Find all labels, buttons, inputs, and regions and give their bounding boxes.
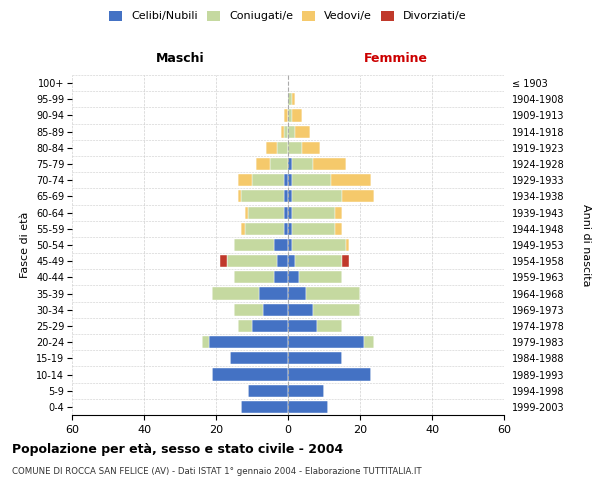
Bar (288, 384, 324, 397)
Text: Maschi: Maschi (155, 52, 205, 66)
Bar (288, 368, 371, 380)
Bar (288, 401, 328, 413)
Bar (288, 126, 295, 138)
Bar (252, 174, 284, 186)
Bar (202, 336, 209, 348)
Bar (212, 288, 259, 300)
Y-axis label: Anni di nascita: Anni di nascita (581, 204, 591, 286)
Bar (288, 255, 295, 268)
Bar (245, 222, 284, 235)
Bar (292, 239, 346, 251)
Bar (238, 190, 241, 202)
Bar (342, 190, 374, 202)
Bar (335, 206, 342, 218)
Bar (313, 158, 346, 170)
Bar (292, 190, 342, 202)
Bar (252, 320, 288, 332)
Bar (234, 304, 263, 316)
Bar (335, 222, 342, 235)
Bar (234, 239, 274, 251)
Bar (284, 190, 288, 202)
Bar (295, 126, 310, 138)
Bar (256, 158, 270, 170)
Bar (288, 190, 292, 202)
Bar (292, 93, 295, 106)
Bar (284, 126, 288, 138)
Bar (277, 142, 288, 154)
Bar (295, 255, 342, 268)
Bar (274, 239, 288, 251)
Bar (245, 206, 248, 218)
Bar (248, 206, 284, 218)
Bar (259, 288, 288, 300)
Bar (227, 255, 277, 268)
Bar (209, 336, 288, 348)
Bar (364, 336, 374, 348)
Bar (299, 272, 342, 283)
Bar (241, 401, 288, 413)
Bar (302, 142, 320, 154)
Bar (331, 174, 371, 186)
Text: COMUNE DI ROCCA SAN FELICE (AV) - Dati ISTAT 1° gennaio 2004 - Elaborazione TUTT: COMUNE DI ROCCA SAN FELICE (AV) - Dati I… (12, 468, 422, 476)
Bar (274, 272, 288, 283)
Bar (292, 174, 331, 186)
Bar (342, 255, 349, 268)
Bar (288, 288, 306, 300)
Bar (288, 142, 302, 154)
Bar (288, 93, 292, 106)
Bar (288, 320, 317, 332)
Bar (288, 304, 313, 316)
Bar (288, 174, 292, 186)
Bar (277, 255, 288, 268)
Bar (241, 222, 245, 235)
Bar (288, 110, 292, 122)
Bar (346, 239, 349, 251)
Bar (220, 255, 227, 268)
Bar (263, 304, 288, 316)
Bar (266, 142, 277, 154)
Text: Femmine: Femmine (364, 52, 428, 66)
Bar (292, 158, 313, 170)
Bar (238, 174, 252, 186)
Bar (230, 352, 288, 364)
Bar (270, 158, 288, 170)
Bar (292, 222, 335, 235)
Text: Popolazione per età, sesso e stato civile - 2004: Popolazione per età, sesso e stato civil… (12, 442, 343, 456)
Bar (284, 174, 288, 186)
Bar (292, 206, 335, 218)
Bar (313, 304, 360, 316)
Bar (241, 190, 284, 202)
Bar (288, 158, 292, 170)
Bar (288, 272, 299, 283)
Bar (317, 320, 342, 332)
Bar (284, 222, 288, 235)
Bar (284, 110, 288, 122)
Bar (288, 239, 292, 251)
Legend: Celibi/Nubili, Coniugati/e, Vedovi/e, Divorziati/e: Celibi/Nubili, Coniugati/e, Vedovi/e, Di… (109, 10, 467, 22)
Bar (248, 384, 288, 397)
Bar (234, 272, 274, 283)
Bar (281, 126, 284, 138)
Bar (292, 110, 302, 122)
Bar (212, 368, 288, 380)
Bar (238, 320, 252, 332)
Bar (288, 222, 292, 235)
Bar (288, 352, 342, 364)
Bar (288, 336, 364, 348)
Bar (284, 206, 288, 218)
Bar (288, 206, 292, 218)
Y-axis label: Fasce di età: Fasce di età (20, 212, 31, 278)
Bar (306, 288, 360, 300)
